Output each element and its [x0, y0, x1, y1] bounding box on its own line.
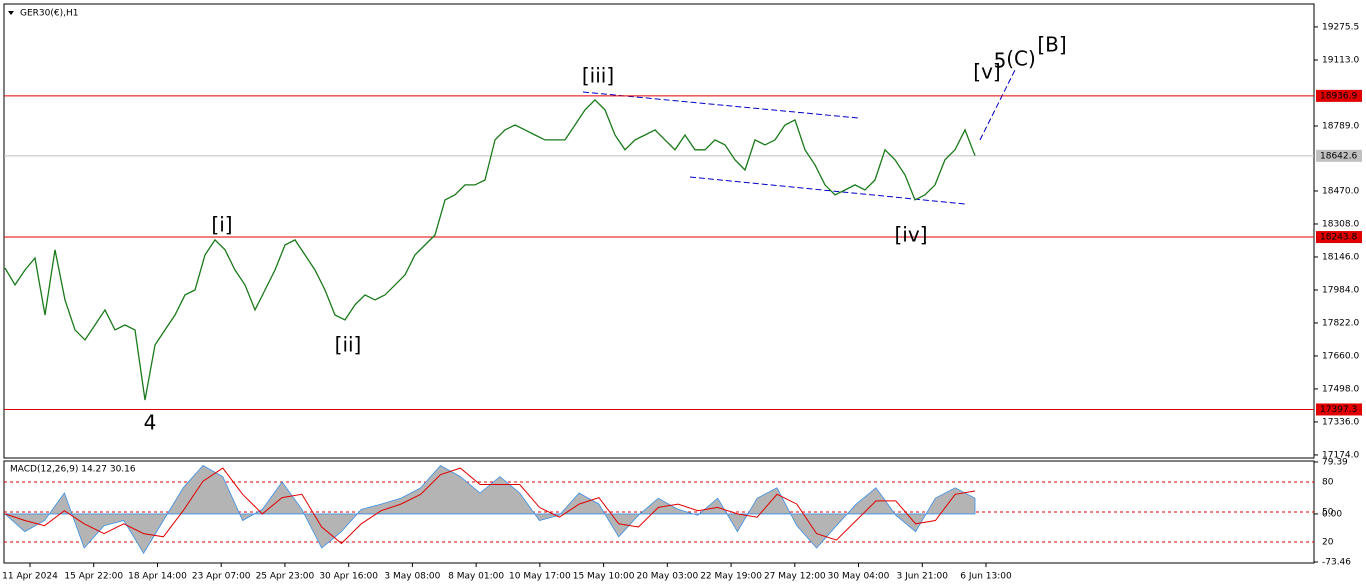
x-tick-label: 3 May 08:00 [384, 572, 440, 582]
y-tick-label: 17336.0 [1322, 417, 1359, 427]
level-label: 18936.9 [1320, 91, 1357, 101]
y-tick-label: 19113.0 [1322, 56, 1359, 66]
y-tick-label: 17660.0 [1322, 351, 1359, 361]
trend-line [689, 176, 966, 205]
x-tick-label: 27 May 12:00 [764, 572, 826, 582]
macd-level-label: 80 [1322, 478, 1334, 488]
macd-tick-label: -73.46 [1322, 558, 1351, 568]
level-label: 17397.3 [1320, 405, 1357, 415]
x-tick-label: 11 Apr 2024 [2, 572, 58, 582]
level-tag [1316, 403, 1362, 416]
wave-label: [iv] [895, 223, 928, 247]
x-tick-label: 30 May 04:00 [828, 572, 890, 582]
level-tag [1316, 149, 1362, 162]
y-tick-label: 17174.0 [1322, 450, 1359, 460]
y-tick-label: 17984.0 [1322, 285, 1359, 295]
level-tag [1316, 89, 1362, 102]
wave-label: [iii] [582, 64, 614, 88]
x-tick-label: 20 May 03:00 [636, 572, 698, 582]
x-tick-label: 10 May 17:00 [509, 572, 571, 582]
level-label: 18243.8 [1320, 233, 1357, 243]
y-tick-label: 18470.0 [1322, 186, 1359, 196]
chart-title: GER30(€),H1 [20, 9, 78, 19]
y-tick-label: 18789.0 [1322, 122, 1359, 132]
macd-level-label: 20 [1322, 538, 1334, 548]
x-tick-label: 15 Apr 22:00 [64, 572, 123, 582]
projection-line [979, 69, 1016, 141]
x-tick-label: 22 May 19:00 [700, 572, 762, 582]
wave-label: [v] [973, 60, 1000, 84]
macd-area [4, 464, 976, 554]
macd-tick-label: 79.39 [1322, 458, 1348, 468]
x-tick-label: 30 Apr 16:00 [319, 572, 378, 582]
x-tick-label: 6 Jun 13:00 [960, 572, 1012, 582]
price-panel [3, 3, 1315, 459]
y-tick-label: 17822.0 [1322, 318, 1359, 328]
wave-label: [ii] [335, 333, 362, 357]
x-tick-label: 15 May 10:00 [573, 572, 635, 582]
y-tick-label: 18308.0 [1322, 219, 1359, 229]
wave-label: (C) [1006, 47, 1036, 71]
wave-label: 4 [144, 411, 157, 435]
wave-label: [B] [1037, 33, 1066, 57]
x-tick-label: 23 Apr 07:00 [192, 572, 251, 582]
macd-level-label: 50 [1322, 508, 1334, 518]
wave-label: 5 [994, 49, 1007, 73]
level-tag [1316, 231, 1362, 244]
x-tick-label: 3 Jun 21:00 [897, 572, 949, 582]
y-tick-label: 17498.0 [1322, 384, 1359, 394]
level-label: 18642.6 [1320, 151, 1357, 161]
x-tick-label: 25 Apr 23:00 [256, 572, 315, 582]
y-tick-label: 18146.0 [1322, 252, 1359, 262]
y-tick-label: 19275.5 [1322, 22, 1359, 32]
price-line [4, 98, 976, 401]
signal-line [4, 467, 976, 545]
title-arrow [8, 11, 14, 15]
x-tick-label: 18 Apr 14:00 [128, 572, 187, 582]
wave-label: [i] [211, 213, 232, 237]
macd-title: MACD(12,26,9) 14.27 30.16 [10, 465, 136, 475]
macd-tick-label: 0.00 [1322, 509, 1342, 519]
x-tick-label: 8 May 01:00 [448, 572, 504, 582]
